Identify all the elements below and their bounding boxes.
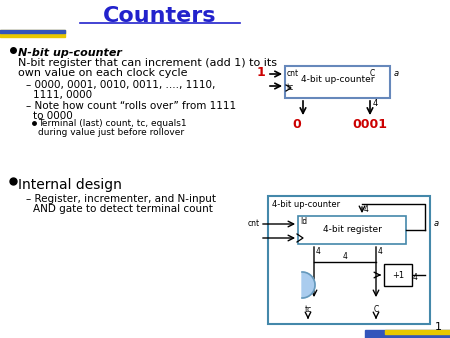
Text: 4: 4 xyxy=(364,206,369,215)
Text: – Note how count “rolls over” from 1111: – Note how count “rolls over” from 1111 xyxy=(26,101,236,111)
Bar xyxy=(0,30,65,37)
Text: 4-bit register: 4-bit register xyxy=(323,225,382,235)
Text: tc: tc xyxy=(304,306,311,314)
Text: 4: 4 xyxy=(378,247,383,257)
Text: cnt: cnt xyxy=(287,70,299,78)
Text: 4: 4 xyxy=(413,273,418,282)
Text: +1: +1 xyxy=(392,270,404,280)
Text: Terminal (last) count, tc, equals1: Terminal (last) count, tc, equals1 xyxy=(38,119,187,128)
Text: 1111, 0000: 1111, 0000 xyxy=(33,90,92,100)
Bar xyxy=(365,330,450,338)
Text: own value on each clock cycle: own value on each clock cycle xyxy=(18,68,188,78)
Bar xyxy=(268,196,430,324)
Text: a: a xyxy=(434,219,439,228)
Text: 0: 0 xyxy=(292,118,302,131)
Text: 4-bit up-counter: 4-bit up-counter xyxy=(272,200,340,209)
Text: N-bit up-counter: N-bit up-counter xyxy=(18,48,122,58)
Bar xyxy=(0,30,65,33)
Text: N-bit register that can increment (add 1) to its: N-bit register that can increment (add 1… xyxy=(18,58,277,68)
Text: C: C xyxy=(370,70,375,78)
Text: 1: 1 xyxy=(435,322,442,332)
Text: a: a xyxy=(394,70,399,78)
Text: 4: 4 xyxy=(316,247,321,257)
Text: 0001: 0001 xyxy=(352,118,387,131)
Text: 4: 4 xyxy=(342,252,347,261)
Text: cnt: cnt xyxy=(248,219,260,228)
Text: Counters: Counters xyxy=(103,6,217,26)
Text: C: C xyxy=(374,306,378,314)
Text: during value just before rollover: during value just before rollover xyxy=(38,128,184,137)
Text: :: : xyxy=(73,48,77,58)
Bar xyxy=(385,330,450,334)
Bar xyxy=(384,264,412,286)
Bar xyxy=(298,216,406,244)
Polygon shape xyxy=(302,272,315,298)
Text: – Register, incrementer, and N-input: – Register, incrementer, and N-input xyxy=(26,194,216,204)
Text: – 0000, 0001, 0010, 0011, ...., 1110,: – 0000, 0001, 0010, 0011, ...., 1110, xyxy=(26,80,216,90)
Text: Internal design: Internal design xyxy=(18,178,122,192)
Text: 4-bit up-counter: 4-bit up-counter xyxy=(301,74,374,83)
Text: AND gate to detect terminal count: AND gate to detect terminal count xyxy=(33,204,213,214)
Text: 4: 4 xyxy=(373,99,378,108)
Text: tc: tc xyxy=(287,83,294,93)
Text: ld: ld xyxy=(300,217,307,225)
Bar xyxy=(285,66,390,98)
Text: to 0000: to 0000 xyxy=(33,111,73,121)
Text: 1: 1 xyxy=(257,66,266,79)
